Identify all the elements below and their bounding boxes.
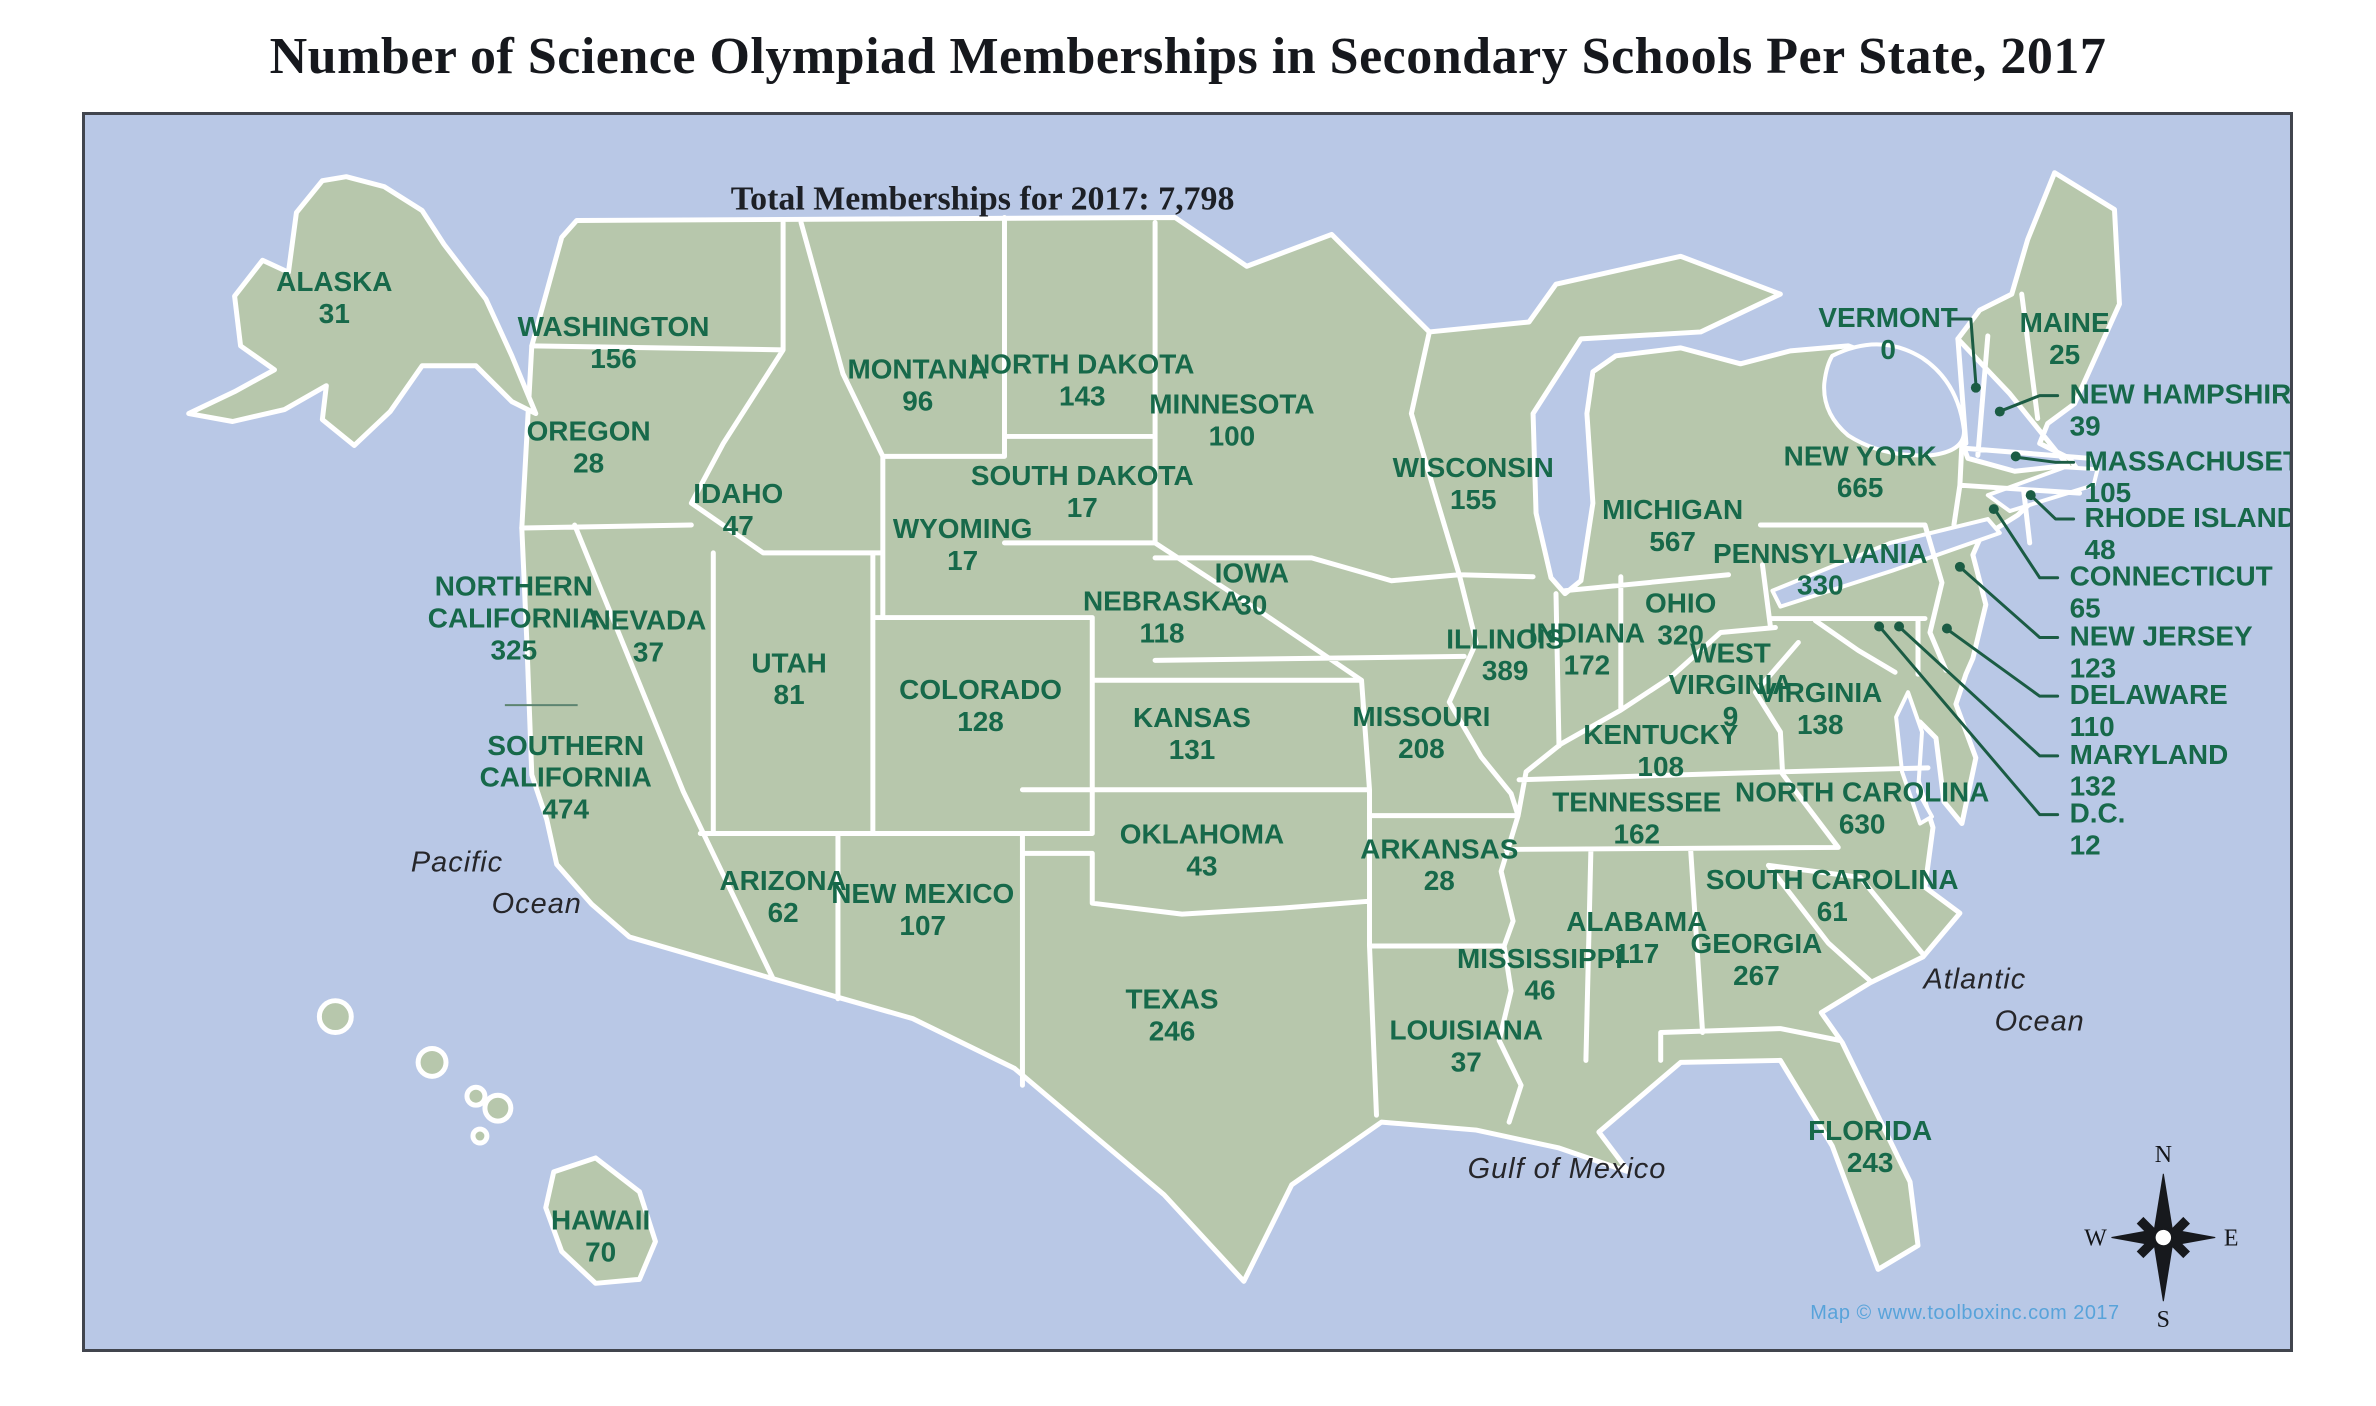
state-label-nebraska: NEBRASKA 118 bbox=[1083, 586, 1241, 649]
state-label-new-hampshire: NEW HAMPSHIRE 39 bbox=[2070, 379, 2290, 442]
leader-lines bbox=[1874, 317, 2076, 817]
state-label-nevada: NEVADA 37 bbox=[591, 605, 707, 668]
state-label-wisconsin: WISCONSIN 155 bbox=[1393, 452, 1554, 515]
state-label-idaho: IDAHO 47 bbox=[693, 478, 783, 541]
state-label-southern-california: SOUTHERN CALIFORNIA 474 bbox=[480, 730, 652, 825]
leader-new-hampshire bbox=[2000, 394, 2060, 413]
state-label-georgia: GEORGIA 267 bbox=[1691, 928, 1823, 991]
leader-maryland bbox=[1899, 627, 2060, 758]
state-label-illinois: ILLINOIS 389 bbox=[1446, 623, 1564, 686]
state-label-massachusetts: MASSACHUSETTS105 bbox=[2085, 445, 2290, 508]
lake-erie bbox=[1770, 517, 2002, 609]
state-label-south-dakota: SOUTH DAKOTA 17 bbox=[971, 460, 1194, 523]
compass-east-label: E bbox=[2224, 1226, 2239, 1252]
state-label-northern-california: NORTHERN CALIFORNIA 325 bbox=[428, 571, 600, 666]
state-label-ohio: OHIO 320 bbox=[1645, 588, 1716, 651]
state-label-maryland: MARYLAND 132 bbox=[2070, 739, 2229, 802]
leader-rhode-island bbox=[2031, 495, 2076, 521]
leader-dc bbox=[1879, 627, 2060, 817]
state-label-hawaii: HAWAII 70 bbox=[551, 1205, 650, 1268]
state-label-washington: WASHINGTON 156 bbox=[518, 311, 710, 374]
leader-delaware bbox=[1947, 629, 2060, 698]
state-label-montana: MONTANA 96 bbox=[847, 354, 988, 417]
state-label-colorado: COLORADO 128 bbox=[899, 674, 1062, 737]
state-label-iowa: IOWA 30 bbox=[1215, 558, 1289, 621]
state-label-delaware: DELAWARE 110 bbox=[2070, 679, 2228, 742]
lake-huron bbox=[1822, 342, 1966, 458]
state-label-west-virginia: WEST VIRGINIA 9 bbox=[1669, 637, 1793, 732]
contiguous-us-landmass bbox=[519, 170, 2122, 1284]
state-label-indiana: INDIANA 172 bbox=[1529, 617, 1645, 680]
state-label-new-york: NEW YORK 665 bbox=[1784, 440, 1937, 503]
state-label-minnesota: MINNESOTA 100 bbox=[1149, 389, 1314, 452]
leader-vermont bbox=[1950, 317, 1978, 386]
state-label-new-jersey: NEW JERSEY 123 bbox=[2070, 620, 2253, 683]
us-map: Total Memberships for 2017: 7,798 ALASKA… bbox=[82, 112, 2293, 1352]
pacific-ocean-label-line1: Pacific bbox=[411, 846, 503, 878]
state-label-alabama: ALABAMA 117 bbox=[1566, 906, 1707, 969]
leader-massachusetts bbox=[2016, 455, 2076, 464]
state-label-mississippi: MISSISSIPPI 46 bbox=[1457, 943, 1623, 1006]
compass-rose: N S W E bbox=[2084, 1142, 2238, 1333]
compass-south-label: S bbox=[2157, 1307, 2170, 1333]
state-label-maine: MAINE 25 bbox=[2020, 307, 2110, 370]
state-label-north-dakota: NORTH DAKOTA 143 bbox=[970, 349, 1194, 412]
map-subtitle: Total Memberships for 2017: 7,798 bbox=[731, 181, 1235, 218]
atlantic-ocean-label-line1: Atlantic bbox=[1921, 964, 2026, 996]
state-label-wyoming: WYOMING 17 bbox=[893, 513, 1033, 576]
map-attribution: Map © www.toolboxinc.com 2017 bbox=[1810, 1302, 2119, 1324]
atlantic-ocean-label-line2: Ocean bbox=[1995, 1006, 2085, 1038]
state-label-tennessee: TENNESSEE 162 bbox=[1552, 787, 1721, 850]
state-label-kentucky: KENTUCKY 108 bbox=[1583, 719, 1738, 782]
state-label-pennsylvania: PENNSYLVANIA 330 bbox=[1713, 538, 1927, 601]
alaska-landmass bbox=[186, 174, 539, 448]
state-label-virginia: VIRGINIA 138 bbox=[1758, 677, 1882, 740]
state-label-arkansas: ARKANSAS 28 bbox=[1360, 833, 1518, 896]
leader-connecticut bbox=[1994, 509, 2060, 580]
state-label-dc: D.C. 12 bbox=[2070, 798, 2126, 861]
pacific-ocean-label-line2: Ocean bbox=[492, 888, 582, 920]
state-label-vermont: VERMONT 0 bbox=[1818, 302, 1958, 365]
state-label-utah: UTAH 81 bbox=[751, 647, 826, 710]
state-label-oklahoma: OKLAHOMA 43 bbox=[1120, 818, 1284, 881]
state-label-missouri: MISSOURI 208 bbox=[1352, 701, 1490, 764]
state-label-arizona: ARIZONA 62 bbox=[720, 865, 847, 928]
leader-new-jersey bbox=[1960, 567, 2060, 639]
state-label-florida: FLORIDA 243 bbox=[1808, 1115, 1932, 1178]
state-label-michigan: MICHIGAN 567 bbox=[1602, 494, 1743, 557]
compass-west-label: W bbox=[2084, 1226, 2107, 1252]
page-title: Number of Science Olympiad Memberships i… bbox=[269, 27, 2107, 85]
state-label-oregon: OREGON 28 bbox=[527, 415, 651, 478]
state-label-new-mexico: NEW MEXICO 107 bbox=[831, 878, 1014, 941]
gulf-of-mexico-label: Gulf of Mexico bbox=[1468, 1153, 1667, 1185]
hawaii-islands bbox=[316, 998, 658, 1286]
compass-north-label: N bbox=[2155, 1142, 2172, 1168]
state-label-alaska: ALASKA 31 bbox=[276, 266, 392, 329]
state-label-louisiana: LOUISIANA 37 bbox=[1390, 1015, 1543, 1078]
state-label-connecticut: CONNECTICUT 65 bbox=[2070, 561, 2273, 624]
state-label-rhode-island: RHODE ISLAND 48 bbox=[2085, 502, 2290, 565]
state-label-kansas: KANSAS 131 bbox=[1133, 702, 1251, 765]
state-label-texas: TEXAS 246 bbox=[1126, 984, 1219, 1047]
chesapeake-bay bbox=[1894, 690, 1934, 826]
state-label-north-carolina: NORTH CAROLINA 630 bbox=[1735, 777, 1989, 840]
us-map-svg: Total Memberships for 2017: 7,798 ALASKA… bbox=[186, 170, 2290, 1333]
state-label-south-carolina: SOUTH CAROLINA 61 bbox=[1706, 864, 1959, 927]
state-borders bbox=[519, 215, 2093, 1125]
